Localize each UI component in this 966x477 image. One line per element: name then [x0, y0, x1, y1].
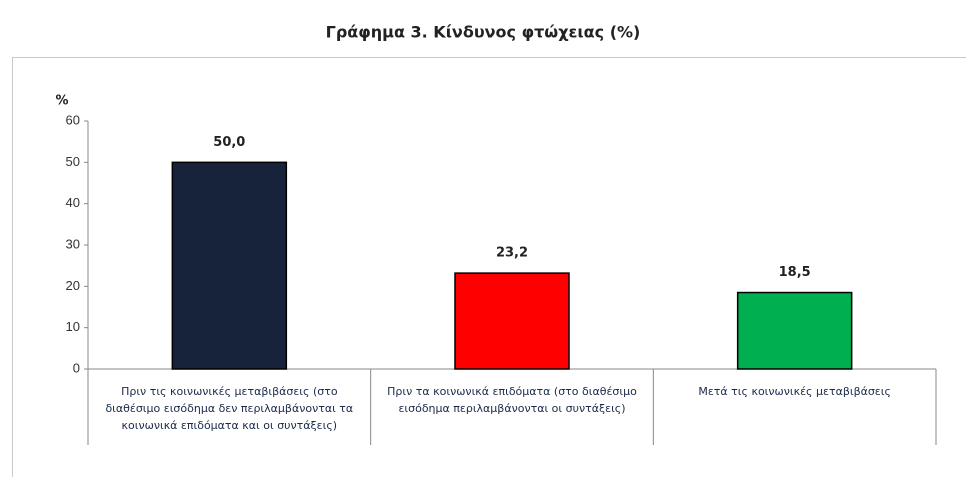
value-label: 18,5 — [779, 265, 811, 280]
value-label: 23,2 — [496, 246, 528, 261]
x-tick-label: Πριν τα κοινωνικά επιδόματα (στο διαθέσι… — [387, 385, 637, 415]
y-axis-label: % — [55, 94, 68, 109]
y-tick-label: 0 — [73, 360, 80, 375]
value-label: 50,0 — [213, 135, 245, 150]
y-tick-label: 20 — [66, 278, 80, 293]
y-tick-label: 40 — [66, 195, 80, 210]
chart-title: Γράφημα 3. Κίνδυνος φτώχειας (%) — [326, 23, 641, 42]
y-tick-label: 60 — [66, 112, 80, 127]
bar — [171, 161, 288, 370]
bar — [454, 272, 570, 370]
y-tick-label: 10 — [66, 319, 80, 334]
y-tick-label: 30 — [66, 236, 80, 251]
x-tick-label: Πριν τις κοινωνικές μεταβιβάσεις (στο δι… — [105, 385, 354, 432]
x-tick-label: Μετά τις κοινωνικές μεταβιβάσεις — [698, 385, 891, 398]
chart-frame — [12, 57, 966, 477]
bar — [736, 291, 853, 370]
y-tick-label: 50 — [66, 154, 80, 169]
